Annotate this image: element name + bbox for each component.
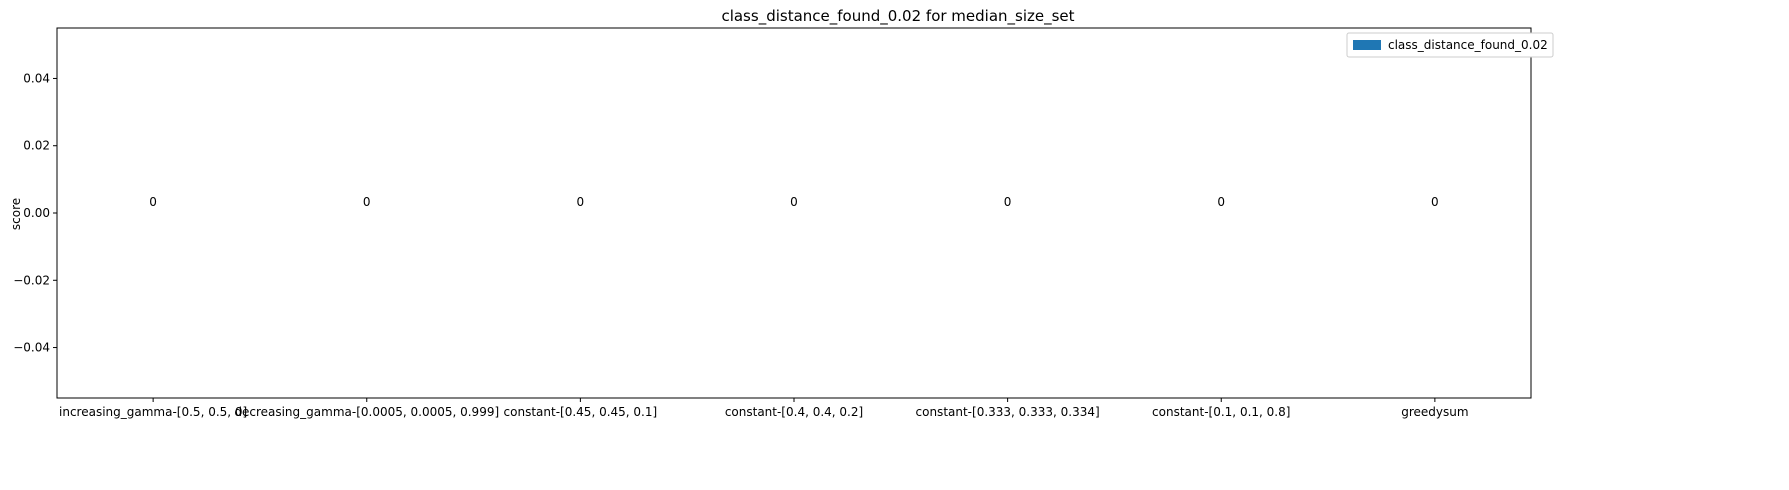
x-tick-label: constant-[0.4, 0.4, 0.2]: [725, 405, 863, 419]
plot-area: −0.04 −0.02 0.00 0.02 0.04 increasing_gamma-[…: [13, 27, 1532, 419]
legend-label: class_distance_found_0.02: [1388, 38, 1548, 52]
data-label: 0: [149, 195, 157, 209]
x-tick-label: increasing_gamma-[0.5, 0.5, 0]: [59, 405, 247, 419]
data-label: 0: [363, 195, 371, 209]
x-tick-label: decreasing_gamma-[0.0005, 0.0005, 0.999]: [234, 405, 499, 419]
data-label: 0: [1431, 195, 1439, 209]
y-tick-label: 0.02: [23, 139, 50, 153]
legend: class_distance_found_0.02: [1346, 32, 1554, 58]
x-tick-label: greedysum: [1401, 405, 1468, 419]
x-tick-label: constant-[0.1, 0.1, 0.8]: [1152, 405, 1290, 419]
y-tick-label: 0.00: [23, 206, 50, 220]
legend-frame: [1346, 32, 1554, 58]
y-tick-label: −0.04: [13, 341, 50, 355]
axes-frame: [56, 27, 1532, 399]
x-tick-label: constant-[0.45, 0.45, 0.1]: [504, 405, 658, 419]
data-label: 0: [577, 195, 585, 209]
legend-swatch: [1353, 40, 1381, 50]
y-tick-label: 0.04: [23, 71, 50, 85]
chart-title: class_distance_found_0.02 for median_siz…: [721, 7, 1074, 26]
x-tick-label: constant-[0.333, 0.333, 0.334]: [916, 405, 1100, 419]
y-axis-label: score: [9, 198, 23, 230]
y-tick-label: −0.02: [13, 273, 50, 287]
data-label: 0: [1217, 195, 1225, 209]
data-label: 0: [790, 195, 798, 209]
data-label: 0: [1004, 195, 1012, 209]
